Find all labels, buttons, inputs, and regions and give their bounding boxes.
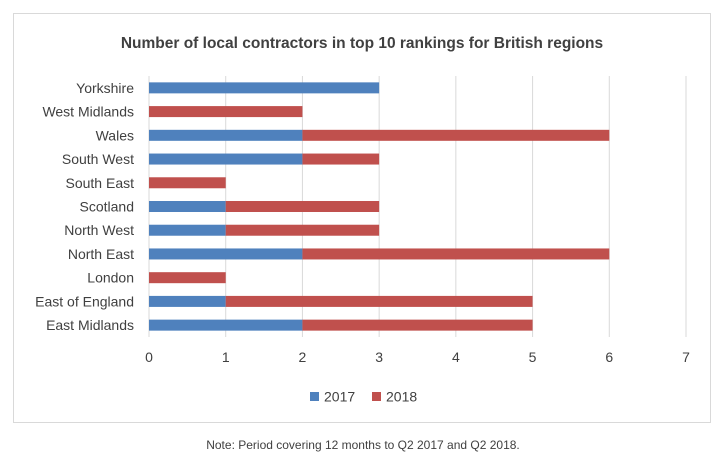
bar-2018-south-west (302, 153, 380, 165)
bars (149, 82, 610, 331)
bar-2018-london (149, 272, 226, 284)
footnote: Note: Period covering 12 months to Q2 20… (206, 438, 520, 452)
category-label: South West (62, 151, 134, 167)
x-tick-label: 0 (145, 349, 153, 365)
legend-label-2017: 2017 (324, 389, 355, 405)
x-tick-label: 7 (682, 349, 690, 365)
chart-title: Number of local contractors in top 10 ra… (121, 35, 603, 52)
category-label: South East (66, 175, 135, 191)
x-tick-label: 6 (605, 349, 613, 365)
bar-2018-west-midlands (149, 106, 303, 118)
bar-2018-north-west (225, 224, 380, 236)
bar-2017-east-midlands (149, 319, 303, 331)
category-labels: Yorkshire West Midlands Wales South West Sou… (35, 80, 134, 333)
bar-2017-north-east (149, 248, 303, 260)
x-tick-label: 5 (529, 349, 537, 365)
legend: 2017 2018 (310, 389, 417, 405)
legend-label-2018: 2018 (386, 389, 417, 405)
x-axis-tick-labels: 0 1 2 3 4 5 6 7 (145, 349, 690, 365)
legend-swatch-2017 (310, 392, 319, 401)
bar-2017-south-west (149, 153, 303, 165)
category-label: Yorkshire (76, 80, 134, 96)
bar-2017-north-west (149, 224, 226, 236)
bar-2017-east-of-england (149, 295, 226, 307)
bar-2018-north-east (302, 248, 610, 260)
x-tick-label: 3 (375, 349, 383, 365)
category-label: West Midlands (42, 104, 134, 120)
bar-2018-east-of-england (225, 295, 533, 307)
category-label: East Midlands (46, 317, 134, 333)
x-tick-label: 4 (452, 349, 460, 365)
category-label: Wales (96, 127, 134, 143)
gridlines (148, 76, 687, 337)
category-label: North West (64, 222, 134, 238)
bar-2017-yorkshire (149, 82, 380, 94)
bar-2018-wales (302, 129, 610, 141)
bar-2018-scotland (225, 201, 380, 212)
x-tick-label: 2 (299, 349, 307, 365)
bar-2017-scotland (149, 201, 226, 212)
bar-2018-south-east (149, 177, 226, 189)
category-label: London (87, 270, 134, 286)
category-label: Scotland (80, 199, 134, 215)
x-tick-label: 1 (222, 349, 230, 365)
bar-2018-east-midlands (302, 319, 533, 331)
category-label: North East (68, 246, 134, 262)
bar-2017-wales (149, 129, 303, 141)
legend-swatch-2018 (372, 392, 381, 401)
category-label: East of England (35, 293, 134, 309)
chart-frame (13, 13, 711, 423)
